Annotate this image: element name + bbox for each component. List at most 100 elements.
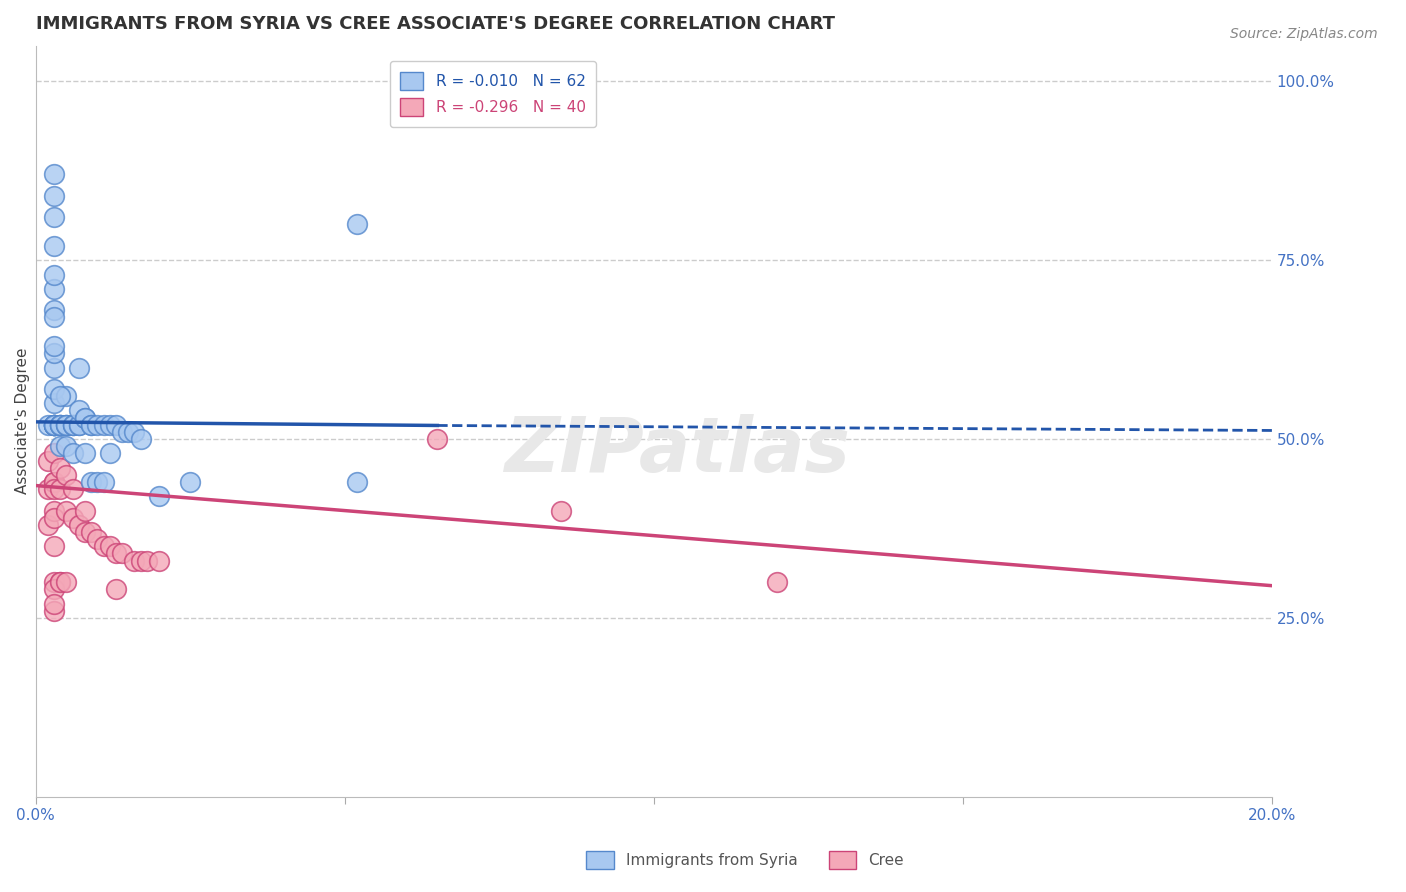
Point (42, 310, 65, 325)
Text: Source: ZipAtlas.com: Source: ZipAtlas.com (1230, 27, 1378, 41)
Point (42, 417, 65, 432)
Point (179, 475, 201, 489)
Point (49, 439, 72, 453)
Point (148, 554, 170, 568)
Point (42, 503, 65, 517)
Point (67, 360, 90, 375)
Point (42, 417, 65, 432)
Text: IMMIGRANTS FROM SYRIA VS CREE ASSOCIATE'S DEGREE CORRELATION CHART: IMMIGRANTS FROM SYRIA VS CREE ASSOCIATE'… (35, 15, 835, 33)
Point (104, 417, 127, 432)
Point (42, 282, 65, 296)
Point (49, 575, 72, 590)
Point (42, 510, 65, 524)
Point (42, 417, 65, 432)
Point (86, 532, 108, 546)
Point (98, 417, 121, 432)
Point (42, 417, 65, 432)
Point (42, 539, 65, 553)
Point (80, 524, 103, 539)
Point (346, 218, 368, 232)
Point (73, 446, 96, 460)
Point (42, 446, 65, 460)
Point (111, 425, 134, 439)
Point (55, 439, 77, 453)
Point (42, 239, 65, 253)
Point (129, 554, 152, 568)
Point (37, 482, 59, 496)
Point (42, 346, 65, 360)
Point (135, 554, 157, 568)
Y-axis label: Associate's Degree: Associate's Degree (15, 348, 30, 494)
Point (42, 482, 65, 496)
Point (49, 417, 72, 432)
Point (42, 382, 65, 396)
Point (62, 417, 84, 432)
Point (124, 554, 146, 568)
Point (55, 575, 77, 590)
Point (49, 417, 72, 432)
Point (42, 168, 65, 182)
Text: ZIPatlas: ZIPatlas (505, 414, 852, 488)
Point (67, 517, 90, 532)
Point (42, 597, 65, 611)
Point (42, 417, 65, 432)
Point (117, 425, 139, 439)
Point (73, 524, 96, 539)
Point (42, 575, 65, 590)
Point (62, 417, 84, 432)
Point (67, 417, 90, 432)
Point (37, 517, 59, 532)
Point (55, 503, 77, 517)
Point (42, 360, 65, 375)
Point (148, 489, 170, 503)
Point (55, 417, 77, 432)
Point (49, 460, 72, 475)
Point (98, 539, 121, 553)
Point (80, 475, 103, 489)
Legend: Immigrants from Syria, Cree: Immigrants from Syria, Cree (581, 845, 910, 875)
Point (42, 475, 65, 489)
Point (55, 417, 77, 432)
Point (67, 403, 90, 417)
Point (42, 396, 65, 410)
Point (42, 189, 65, 203)
Point (49, 575, 72, 590)
Point (55, 467, 77, 482)
Point (37, 417, 59, 432)
Point (80, 417, 103, 432)
Point (42, 417, 65, 432)
Point (49, 389, 72, 403)
Point (42, 475, 65, 489)
Legend: R = -0.010   N = 62, R = -0.296   N = 40: R = -0.010 N = 62, R = -0.296 N = 40 (389, 61, 596, 128)
Point (86, 417, 108, 432)
Point (42, 417, 65, 432)
Point (98, 446, 121, 460)
Point (346, 475, 368, 489)
Point (67, 417, 90, 432)
Point (129, 432, 152, 446)
Point (111, 547, 134, 561)
Point (93, 475, 115, 489)
Point (73, 503, 96, 517)
Point (49, 417, 72, 432)
Point (93, 539, 115, 553)
Point (37, 453, 59, 467)
Point (73, 410, 96, 425)
Point (62, 482, 84, 496)
Point (426, 432, 449, 446)
Point (104, 547, 127, 561)
Point (766, 575, 789, 590)
Point (62, 510, 84, 524)
Point (55, 417, 77, 432)
Point (80, 417, 103, 432)
Point (62, 446, 84, 460)
Point (42, 303, 65, 318)
Point (93, 417, 115, 432)
Point (73, 410, 96, 425)
Point (42, 211, 65, 225)
Point (124, 425, 146, 439)
Point (49, 417, 72, 432)
Point (86, 475, 108, 489)
Point (49, 482, 72, 496)
Point (55, 389, 77, 403)
